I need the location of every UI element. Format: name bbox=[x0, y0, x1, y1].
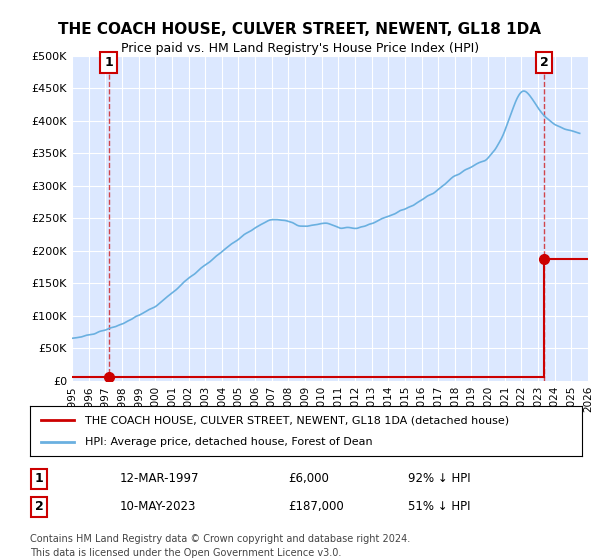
Text: Contains HM Land Registry data © Crown copyright and database right 2024.: Contains HM Land Registry data © Crown c… bbox=[30, 534, 410, 544]
Text: 1: 1 bbox=[35, 472, 43, 486]
Text: 51% ↓ HPI: 51% ↓ HPI bbox=[408, 500, 470, 514]
Text: This data is licensed under the Open Government Licence v3.0.: This data is licensed under the Open Gov… bbox=[30, 548, 341, 558]
Text: Price paid vs. HM Land Registry's House Price Index (HPI): Price paid vs. HM Land Registry's House … bbox=[121, 42, 479, 55]
Text: 2: 2 bbox=[540, 56, 548, 69]
Text: 12-MAR-1997: 12-MAR-1997 bbox=[120, 472, 199, 486]
Text: HPI: Average price, detached house, Forest of Dean: HPI: Average price, detached house, Fore… bbox=[85, 437, 373, 447]
Text: THE COACH HOUSE, CULVER STREET, NEWENT, GL18 1DA: THE COACH HOUSE, CULVER STREET, NEWENT, … bbox=[59, 22, 542, 38]
Text: 10-MAY-2023: 10-MAY-2023 bbox=[120, 500, 196, 514]
Text: 2: 2 bbox=[35, 500, 43, 514]
Text: £6,000: £6,000 bbox=[288, 472, 329, 486]
Text: 1: 1 bbox=[104, 56, 113, 69]
Text: £187,000: £187,000 bbox=[288, 500, 344, 514]
Text: THE COACH HOUSE, CULVER STREET, NEWENT, GL18 1DA (detached house): THE COACH HOUSE, CULVER STREET, NEWENT, … bbox=[85, 415, 509, 425]
Text: 92% ↓ HPI: 92% ↓ HPI bbox=[408, 472, 470, 486]
